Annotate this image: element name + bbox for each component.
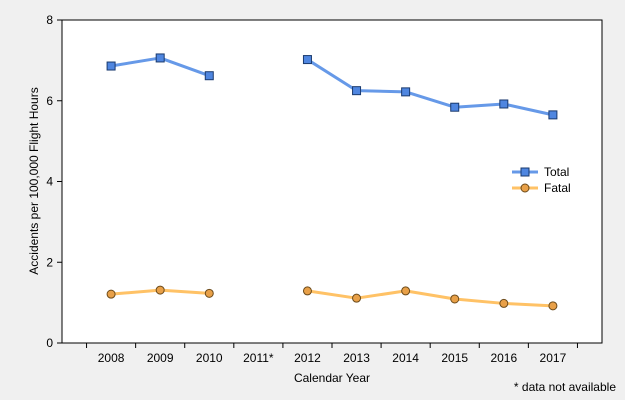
legend-item-fatal: Fatal: [512, 181, 571, 195]
data-point: [106, 289, 116, 299]
x-tick-label: 2012: [294, 351, 321, 365]
data-point: [450, 102, 460, 112]
x-tick-label: 2008: [98, 351, 125, 365]
x-axis: 2008 2009 2010 2011* 2012 2013 2014 2015 2016 201…: [86, 343, 578, 365]
series-total: [106, 53, 558, 120]
data-point: [204, 288, 214, 298]
data-point: [106, 61, 116, 71]
legend-item-total: Total: [512, 165, 569, 179]
footnote: * data not available: [514, 380, 616, 394]
x-axis-title: Calendar Year: [294, 371, 370, 385]
x-tick-label: 2015: [441, 351, 468, 365]
series-line: [305, 58, 555, 117]
x-tick-label: 2016: [490, 351, 517, 365]
series-layer: [106, 53, 558, 311]
x-tick-label: 2009: [147, 351, 174, 365]
y-tick-label: 8: [46, 13, 53, 27]
y-tick-label: 0: [46, 336, 53, 350]
data-point: [450, 294, 460, 304]
legend-label: Total: [544, 165, 569, 179]
x-tick-label: 2014: [392, 351, 419, 365]
x-tick-label: 2013: [343, 351, 370, 365]
data-point: [499, 99, 509, 109]
x-tick-label: 2010: [196, 351, 223, 365]
data-point: [352, 293, 362, 303]
data-point: [155, 53, 165, 63]
data-point: [401, 286, 411, 296]
data-point: [548, 301, 558, 311]
data-point: [155, 285, 165, 295]
series-line: [305, 289, 555, 308]
data-point: [401, 87, 411, 97]
y-tick-label: 6: [46, 94, 53, 108]
data-point: [302, 286, 312, 296]
y-tick-label: 2: [46, 255, 53, 269]
legend-label: Fatal: [544, 181, 571, 195]
x-tick-label: 2017: [540, 351, 567, 365]
data-point: [548, 110, 558, 120]
series-fatal: [106, 285, 558, 311]
y-axis: 0 2 4 6 8: [46, 13, 62, 350]
y-tick-label: 4: [46, 175, 53, 189]
legend-marker: [520, 183, 530, 193]
legend: Total Fatal: [512, 165, 571, 195]
data-point: [499, 298, 509, 308]
data-point: [302, 55, 312, 65]
legend-marker: [520, 167, 530, 177]
x-tick-label: 2011*: [243, 351, 274, 365]
data-point: [204, 71, 214, 81]
data-point: [352, 86, 362, 96]
y-axis-title: Accidents per 100,000 Flight Hours: [27, 87, 41, 274]
